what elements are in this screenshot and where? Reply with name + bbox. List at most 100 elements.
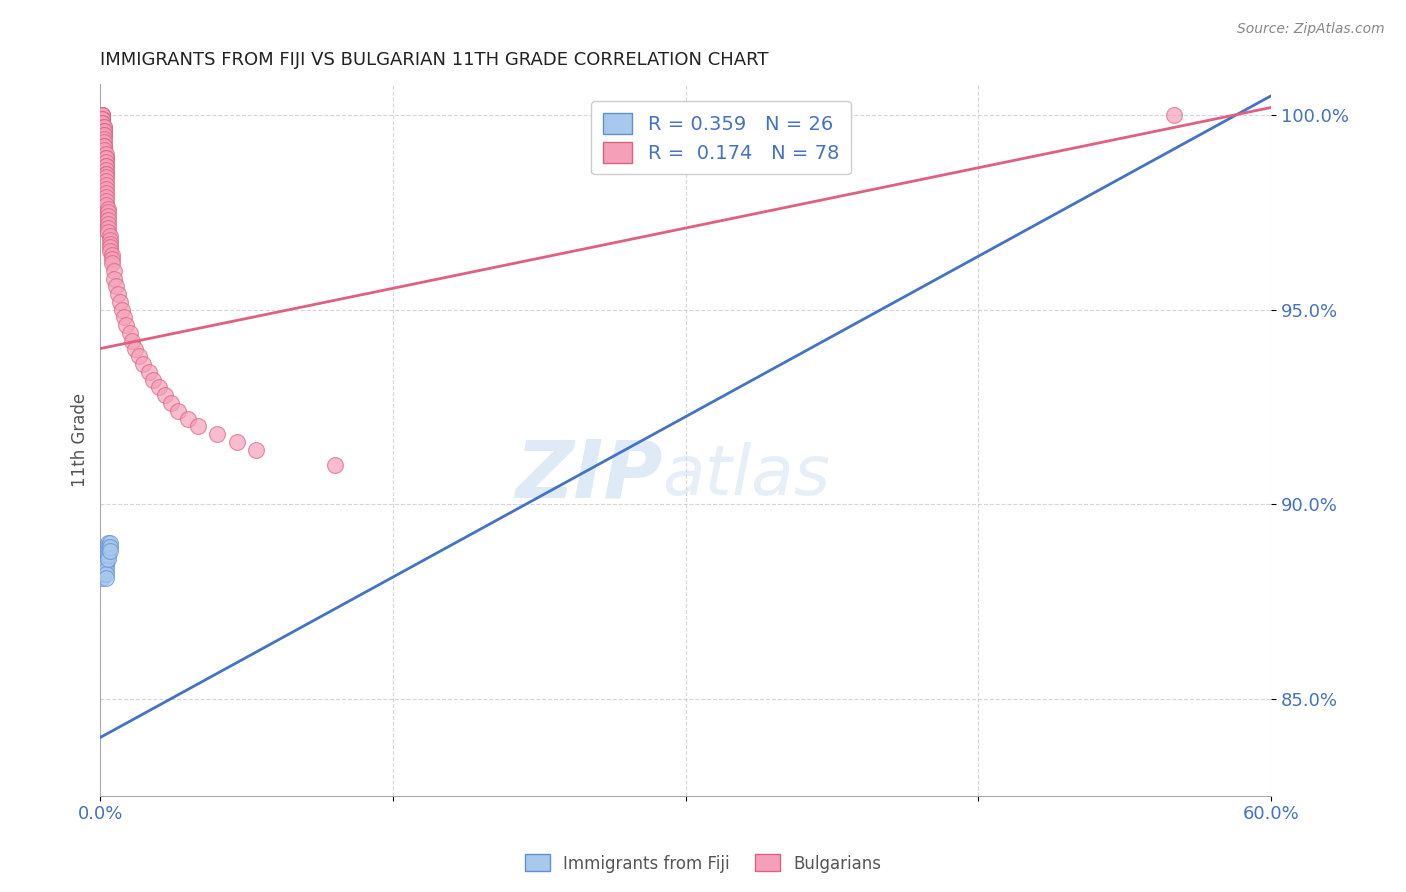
Point [101, 248, 124, 262]
Point [93, 139, 115, 153]
Point [93, 120, 115, 134]
Point [96, 563, 118, 577]
Point [98, 543, 121, 558]
Point [97, 217, 120, 231]
Point [97, 225, 120, 239]
Point [91, 112, 114, 127]
Point [128, 349, 150, 363]
Point [97, 205, 120, 219]
Point [98, 244, 121, 259]
Legend: R = 0.359   N = 26, R =  0.174   N = 78: R = 0.359 N = 26, R = 0.174 N = 78 [591, 101, 851, 175]
Point [323, 458, 346, 473]
Point [118, 326, 141, 340]
Point [121, 334, 143, 348]
Point [91, 108, 114, 122]
Point [97, 213, 120, 227]
Point [97, 540, 120, 554]
Point [98, 233, 121, 247]
Point [96, 151, 118, 165]
Point [91, 108, 114, 122]
Point [93, 567, 115, 582]
Point [91, 112, 114, 127]
Point [93, 131, 115, 145]
Point [114, 318, 136, 333]
Point [96, 147, 118, 161]
Point [167, 404, 190, 418]
Point [97, 543, 120, 558]
Text: atlas: atlas [662, 442, 831, 509]
Point [108, 294, 131, 309]
Point [96, 167, 118, 181]
Point [96, 194, 118, 208]
Point [96, 556, 118, 570]
Point [96, 162, 118, 177]
Point [96, 182, 118, 196]
Point [98, 228, 121, 243]
Point [148, 380, 170, 394]
Point [96, 559, 118, 574]
Point [93, 556, 115, 570]
Point [101, 252, 124, 266]
Point [93, 124, 115, 138]
Point [93, 124, 115, 138]
Point [1163, 108, 1185, 122]
Point [93, 563, 115, 577]
Point [187, 419, 209, 434]
Point [96, 167, 118, 181]
Point [177, 411, 200, 425]
Point [98, 236, 121, 251]
Point [96, 159, 118, 173]
Point [226, 434, 249, 449]
Point [103, 271, 125, 285]
Point [138, 365, 160, 379]
Point [93, 139, 115, 153]
Point [96, 155, 118, 169]
Point [103, 264, 125, 278]
Point [132, 357, 155, 371]
Point [93, 120, 115, 134]
Point [96, 159, 118, 173]
Point [96, 197, 118, 211]
Point [91, 116, 114, 130]
Point [91, 567, 114, 582]
Y-axis label: 11th Grade: 11th Grade [72, 392, 89, 487]
Point [91, 112, 114, 127]
Point [101, 256, 124, 270]
Point [93, 128, 115, 142]
Point [96, 174, 118, 188]
Point [96, 178, 118, 193]
Point [93, 559, 115, 574]
Point [107, 287, 129, 301]
Point [153, 388, 176, 402]
Point [93, 143, 115, 157]
Point [111, 302, 134, 317]
Point [97, 536, 120, 550]
Legend: Immigrants from Fiji, Bulgarians: Immigrants from Fiji, Bulgarians [519, 847, 887, 880]
Point [96, 170, 118, 185]
Point [91, 571, 114, 585]
Text: ZIP: ZIP [515, 436, 662, 515]
Point [96, 190, 118, 204]
Point [93, 551, 115, 566]
Point [96, 571, 118, 585]
Point [98, 536, 121, 550]
Point [97, 210, 120, 224]
Point [96, 551, 118, 566]
Point [91, 563, 114, 577]
Point [245, 442, 267, 457]
Point [96, 543, 118, 558]
Point [91, 108, 114, 122]
Point [91, 116, 114, 130]
Point [97, 202, 120, 216]
Point [96, 548, 118, 562]
Text: IMMIGRANTS FROM FIJI VS BULGARIAN 11TH GRADE CORRELATION CHART: IMMIGRANTS FROM FIJI VS BULGARIAN 11TH G… [100, 51, 769, 69]
Point [142, 373, 165, 387]
Point [97, 548, 120, 562]
Point [124, 342, 146, 356]
Point [112, 310, 135, 325]
Point [104, 279, 127, 293]
Point [96, 567, 118, 582]
Text: Source: ZipAtlas.com: Source: ZipAtlas.com [1237, 22, 1385, 37]
Point [91, 108, 114, 122]
Point [97, 221, 120, 235]
